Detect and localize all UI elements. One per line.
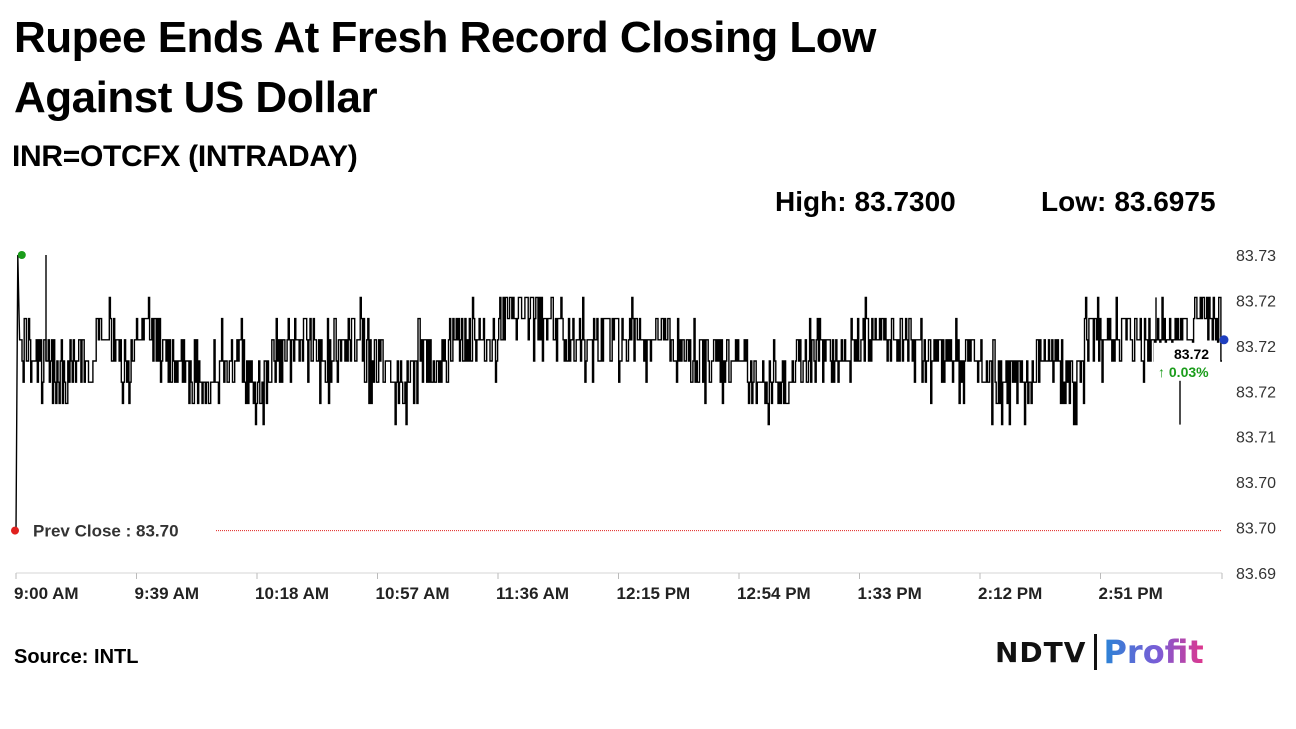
low-label: Low: [1041,186,1107,217]
y-tick-label: 83.73 [1236,248,1276,265]
x-tick-label: 9:00 AM [14,584,79,603]
intraday-line-chart: 83.73 83.72 83.72 83.72 83.71 83.70 83.70 83.69… [11,248,1276,603]
series-group [15,254,1222,531]
source-credit: Source: INTL [14,646,139,668]
y-tick-label: 83.70 [1236,475,1276,492]
high-label: High: [775,186,847,217]
x-tick-label: 1:33 PM [858,584,922,603]
last-value-callout: 83.72 ↑ 0.03% [1154,342,1220,381]
x-tick-label: 2:12 PM [978,584,1042,603]
low-stat: Low: 83.6975 [1041,186,1216,218]
high-value: 83.7300 [854,186,956,217]
y-tick-label: 83.71 [1236,430,1276,447]
y-axis: 83.73 83.72 83.72 83.72 83.71 83.70 83.70 83.69 [1236,248,1276,583]
ndtv-profit-logo: NDTV Profit [995,632,1204,672]
y-tick-label: 83.70 [1236,521,1276,538]
logo-divider [1094,634,1098,670]
headline-line-2: Against US Dollar [14,73,378,122]
instrument-subtitle: INR=OTCFX (INTRADAY) [12,140,358,173]
price-line [15,254,1222,531]
high-dot [17,251,26,259]
x-tick-label: 10:57 AM [376,584,450,603]
high-stat: High: 83.7300 [775,186,956,218]
last-change-label: ↑ 0.03% [1158,364,1209,380]
y-tick-label: 83.72 [1236,339,1276,356]
prev-close-dot [11,526,19,535]
y-tick-label: 83.72 [1236,384,1276,401]
x-tick-label: 11:36 AM [496,584,569,603]
x-tick-label: 10:18 AM [255,584,329,603]
x-tick-label: 12:15 PM [617,584,691,603]
y-tick-label: 83.72 [1236,293,1276,310]
x-axis: 9:00 AM 9:39 AM 10:18 AM 10:57 AM 11:36 AM 12… [14,572,1223,603]
markers [11,251,1229,535]
last-value-box [1154,342,1220,381]
y-tick-label: 83.69 [1236,566,1276,583]
last-dot [1219,335,1229,345]
x-tick-label: 9:39 AM [135,584,200,603]
x-tick-label: 12:54 PM [737,584,811,603]
x-tick-label: 2:51 PM [1099,584,1163,603]
low-value: 83.6975 [1114,186,1216,217]
logo-ndtv-text: NDTV [995,635,1087,669]
chart-headline: Rupee Ends At Fresh Record Closing Low A… [14,8,914,128]
last-value-label: 83.72 [1174,346,1209,362]
headline-line-1: Rupee Ends At Fresh Record Closing Low [14,13,876,62]
prev-close-label: Prev Close : 83.70 [33,522,179,541]
logo-profit-text: Profit [1103,633,1204,671]
